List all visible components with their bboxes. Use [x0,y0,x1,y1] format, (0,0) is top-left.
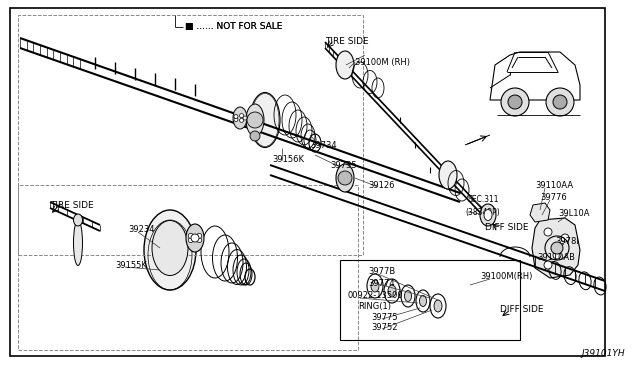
Ellipse shape [336,164,354,192]
Circle shape [196,233,202,238]
Circle shape [188,238,193,243]
Circle shape [239,113,244,118]
Text: TIRE SIDE: TIRE SIDE [50,201,93,209]
Ellipse shape [439,161,457,189]
Text: ■ ...... NOT FOR SALE: ■ ...... NOT FOR SALE [185,22,282,32]
Ellipse shape [419,295,426,307]
Text: 39100M(RH): 39100M(RH) [480,273,532,282]
Circle shape [239,118,244,122]
Circle shape [553,251,561,259]
Text: 39234: 39234 [128,225,154,234]
Text: SEC.311: SEC.311 [468,196,499,205]
Text: 3977B: 3977B [368,267,396,276]
Ellipse shape [388,285,396,297]
Ellipse shape [246,104,264,136]
Ellipse shape [74,214,83,226]
Circle shape [551,242,563,254]
Circle shape [553,95,567,109]
Ellipse shape [484,209,492,221]
Circle shape [508,95,522,109]
Ellipse shape [74,221,83,266]
Polygon shape [532,218,580,278]
Text: 39156K: 39156K [272,155,304,164]
Text: ■ ...... NOT FOR SALE: ■ ...... NOT FOR SALE [185,22,282,32]
Ellipse shape [144,210,196,290]
Circle shape [234,115,238,119]
Text: 39774: 39774 [368,279,395,288]
Bar [18,185,358,350]
Text: 39110AB: 39110AB [537,253,575,263]
Circle shape [544,261,552,269]
Text: 3978I: 3978I [555,237,579,247]
Text: 39734: 39734 [310,141,337,150]
Text: RING(1): RING(1) [358,302,391,311]
Text: 39775: 39775 [371,314,397,323]
Text: 39155K: 39155K [115,260,147,269]
Text: J39101YH: J39101YH [581,349,625,358]
Bar [340,260,520,340]
Ellipse shape [480,204,496,226]
Ellipse shape [186,224,204,252]
Text: 39L10A: 39L10A [558,208,589,218]
Text: 39126: 39126 [368,180,394,189]
Text: 39110AA: 39110AA [535,180,573,189]
Text: (38342P): (38342P) [465,208,500,217]
Ellipse shape [152,221,188,276]
Circle shape [247,112,263,128]
Circle shape [546,88,574,116]
Circle shape [196,238,202,243]
Circle shape [501,88,529,116]
Text: 39752: 39752 [371,324,397,333]
Ellipse shape [336,51,354,79]
Ellipse shape [371,280,379,292]
Text: DIFF SIDE: DIFF SIDE [485,224,529,232]
Circle shape [234,118,238,122]
Bar [18,15,363,255]
Text: 39735: 39735 [330,160,356,170]
Text: TIRE SIDE: TIRE SIDE [325,38,369,46]
Text: DIFF SIDE: DIFF SIDE [500,305,543,314]
Text: 39776: 39776 [540,193,567,202]
Circle shape [561,234,569,242]
Ellipse shape [233,107,247,129]
Text: 00922-13500: 00922-13500 [348,292,404,301]
Circle shape [250,131,260,141]
Text: 39100M (RH): 39100M (RH) [355,58,410,67]
Ellipse shape [434,300,442,312]
Ellipse shape [404,291,412,301]
Circle shape [191,234,199,242]
Ellipse shape [250,93,280,148]
Circle shape [338,171,352,185]
Circle shape [188,233,193,238]
Polygon shape [530,203,550,222]
Circle shape [544,228,552,236]
Circle shape [243,116,247,120]
